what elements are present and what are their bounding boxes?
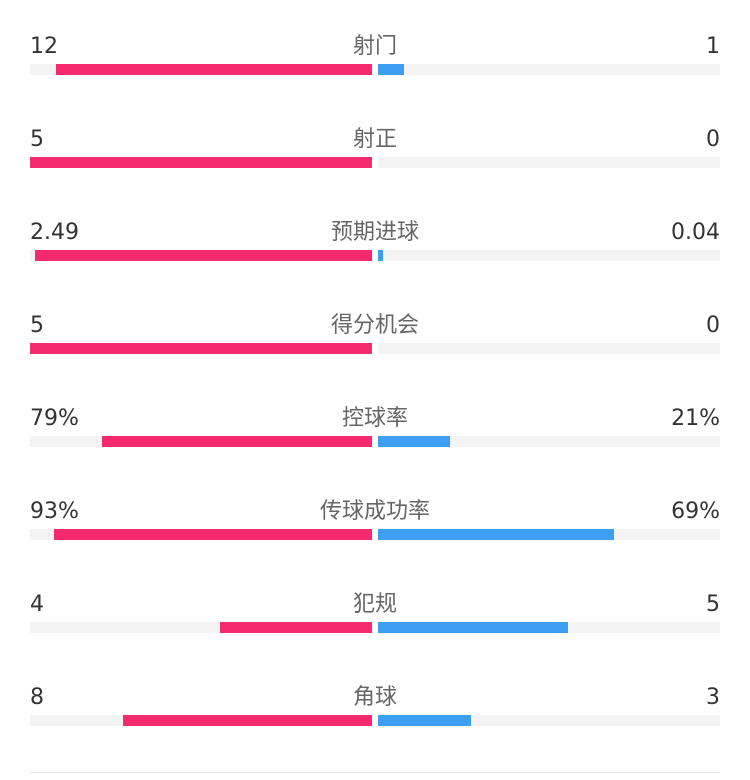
home-value: 2.49 xyxy=(30,220,79,245)
stat-label: 预期进球 xyxy=(330,220,419,245)
stat-row: 79% 控球率 21% xyxy=(0,404,750,497)
away-bar-track xyxy=(378,250,720,261)
home-value: 79% xyxy=(30,406,79,431)
home-bar-track xyxy=(30,64,372,75)
away-bar-track xyxy=(378,529,720,540)
home-bar-track xyxy=(30,157,372,168)
stat-row: 8 角球 3 xyxy=(0,683,750,776)
away-bar-track xyxy=(378,436,720,447)
away-value: 3 xyxy=(706,685,720,710)
home-value: 93% xyxy=(30,499,79,524)
away-bar xyxy=(378,622,569,633)
away-bar-track xyxy=(378,715,720,726)
home-bar xyxy=(123,715,372,726)
home-bar-track xyxy=(30,343,372,354)
away-bar-track xyxy=(378,157,720,168)
away-value: 0.04 xyxy=(671,220,720,245)
away-bar xyxy=(378,529,614,540)
away-value: 21% xyxy=(671,406,720,431)
home-bar xyxy=(101,436,372,447)
home-value: 12 xyxy=(30,34,58,59)
stat-label: 射正 xyxy=(352,127,397,152)
home-value: 8 xyxy=(30,685,44,710)
stat-row: 5 得分机会 0 xyxy=(0,311,750,404)
stat-row: 93% 传球成功率 69% xyxy=(0,497,750,590)
home-bar-track xyxy=(30,622,372,633)
stat-label: 控球率 xyxy=(341,406,408,431)
stat-label: 角球 xyxy=(352,685,397,710)
home-bar-track xyxy=(30,715,372,726)
home-bar xyxy=(30,157,372,168)
stat-row: 4 犯规 5 xyxy=(0,590,750,683)
home-bar xyxy=(53,529,372,540)
away-bar-track xyxy=(378,343,720,354)
away-value: 5 xyxy=(706,592,720,617)
away-value: 0 xyxy=(706,313,720,338)
away-value: 0 xyxy=(706,127,720,152)
away-value: 1 xyxy=(706,34,720,59)
home-bar-track xyxy=(30,436,372,447)
away-bar xyxy=(378,436,450,447)
home-bar-track xyxy=(30,529,372,540)
home-bar xyxy=(56,64,372,75)
away-value: 69% xyxy=(671,499,720,524)
home-bar xyxy=(30,343,372,354)
stat-row: 5 射正 0 xyxy=(0,125,750,218)
home-bar xyxy=(35,250,372,261)
away-bar xyxy=(378,715,472,726)
home-value: 4 xyxy=(30,592,44,617)
stat-label: 得分机会 xyxy=(330,313,419,338)
stat-label: 犯规 xyxy=(352,592,397,617)
away-bar xyxy=(378,250,384,261)
home-value: 5 xyxy=(30,313,44,338)
away-bar-track xyxy=(378,64,720,75)
stat-row: 2.49 预期进球 0.04 xyxy=(0,218,750,311)
home-bar xyxy=(220,622,372,633)
home-value: 5 xyxy=(30,127,44,152)
home-bar-track xyxy=(30,250,372,261)
away-bar-track xyxy=(378,622,720,633)
stat-label: 射门 xyxy=(352,34,397,59)
stat-label: 传球成功率 xyxy=(319,499,430,524)
divider xyxy=(30,772,720,773)
stat-row: 12 射门 1 xyxy=(0,32,750,125)
away-bar xyxy=(378,64,405,75)
